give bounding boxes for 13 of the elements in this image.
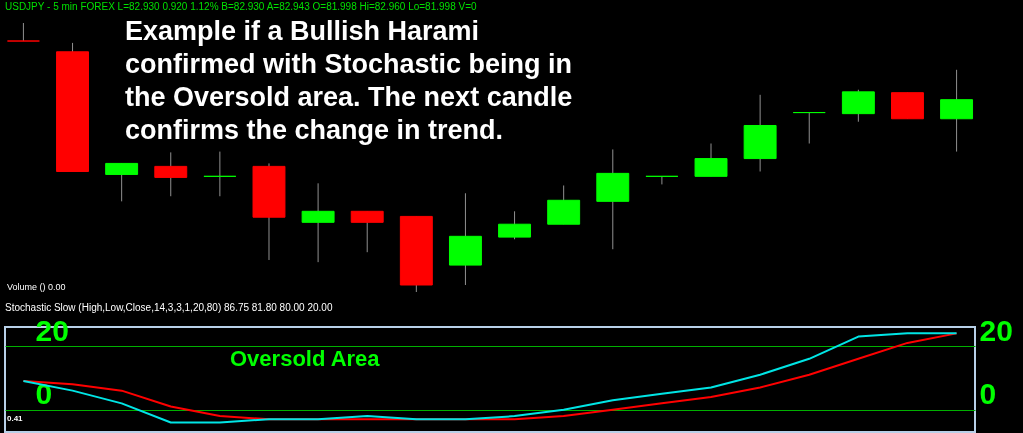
- candlestick: [301, 182, 335, 263]
- annotation: Oversold Area: [230, 346, 381, 371]
- y2-tick-label: 0: [979, 377, 997, 411]
- candlestick: [203, 151, 237, 197]
- chart-title: Stochastic Slow (High,Low,Close,14,3,3,1,20,80) 86.75 81.80 80.00 20.00: [5, 302, 333, 314]
- candlestick: [792, 112, 826, 145]
- candlestick: [6, 22, 40, 42]
- chart-title: USDJPY - 5 min FOREX L=82.930 0.920 1.12% B=82.930 A=82.943 O=81.998 Hi=82.960 Lo=81.998 V=0: [5, 1, 477, 12]
- candlestick: [645, 175, 679, 185]
- annotation: 0.41: [7, 414, 24, 423]
- annotation: Volume () 0.00: [7, 282, 66, 292]
- y2-tick-label: 20: [979, 313, 1013, 347]
- annotation: Example if a Bullish Harami confirmed with Stochastic being in the Oversold area. The next candle confirms the change in trend.: [125, 16, 573, 145]
